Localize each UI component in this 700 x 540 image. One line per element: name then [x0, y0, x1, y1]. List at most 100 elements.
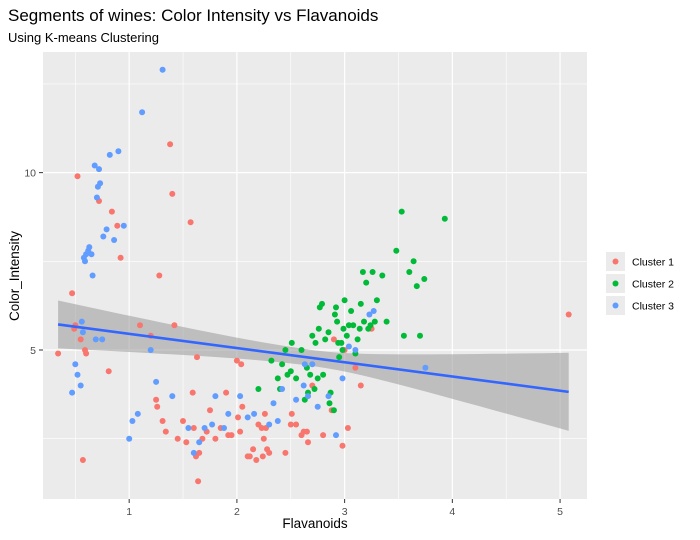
data-point [398, 208, 405, 215]
data-point [228, 432, 235, 439]
y-axis-ticks: 5 10 [24, 168, 43, 357]
data-point [169, 393, 176, 400]
data-point [309, 361, 316, 368]
data-point [357, 382, 364, 389]
data-point [238, 361, 245, 368]
data-point [89, 272, 96, 279]
data-point [115, 148, 122, 155]
data-point [78, 318, 85, 325]
legend-label: Cluster 1 [632, 257, 674, 269]
chart-subtitle: Using K-means Clustering [8, 30, 159, 45]
data-point [266, 421, 273, 428]
data-point [371, 318, 378, 325]
y-axis-title: Color_Intensity [7, 231, 22, 321]
data-point [344, 425, 351, 431]
regression-line [57, 323, 569, 394]
data-point [74, 371, 81, 378]
data-point [410, 258, 417, 265]
data-point [309, 332, 316, 339]
data-point [363, 279, 370, 286]
data-point [441, 215, 448, 222]
data-point [237, 428, 244, 435]
data-point [293, 396, 300, 403]
data-point [314, 375, 321, 382]
data-point [190, 425, 197, 431]
data-point [221, 425, 227, 431]
data-point [246, 453, 253, 460]
data-point [356, 325, 363, 332]
data-point [565, 311, 572, 318]
data-point [379, 272, 386, 279]
data-point [162, 428, 169, 435]
data-point [154, 403, 161, 410]
data-point [341, 297, 348, 304]
data-point [320, 432, 327, 439]
data-point [417, 332, 423, 339]
data-point [187, 219, 194, 226]
data-point [314, 403, 321, 410]
data-point [325, 393, 332, 400]
data-point [361, 318, 367, 325]
data-point [393, 247, 400, 254]
data-point [83, 350, 90, 357]
data-point [261, 410, 268, 417]
data-point [77, 336, 84, 343]
data-point [293, 375, 300, 382]
data-point [260, 435, 267, 442]
data-point [189, 389, 196, 396]
data-point [169, 190, 176, 197]
data-point [183, 439, 190, 446]
data-point [350, 322, 357, 329]
data-point [339, 442, 346, 449]
series-cluster-2 [255, 208, 448, 414]
data-point [311, 386, 318, 392]
data-point [352, 364, 359, 371]
data-point [366, 311, 373, 318]
data-point [270, 400, 277, 407]
data-point [137, 322, 143, 329]
regression-line-path [57, 323, 569, 394]
data-point [156, 272, 163, 279]
data-point [235, 414, 241, 421]
data-point [330, 336, 337, 343]
data-point [185, 425, 192, 431]
data-point [259, 453, 266, 460]
data-point [282, 347, 289, 353]
data-point [159, 66, 166, 73]
data-point [72, 361, 79, 368]
data-point [79, 457, 86, 463]
data-point [320, 371, 327, 378]
data-point [223, 389, 230, 396]
data-point [212, 393, 219, 400]
data-point [331, 311, 338, 318]
data-point [279, 361, 286, 368]
data-point [194, 354, 200, 361]
data-point [367, 322, 374, 329]
legend-key-point [612, 258, 619, 265]
data-point [312, 339, 319, 346]
data-point [322, 336, 329, 343]
data-point [348, 308, 355, 314]
data-point [315, 325, 322, 332]
data-point [117, 254, 124, 261]
data-point [333, 304, 339, 311]
data-point [237, 393, 244, 400]
data-point [274, 375, 281, 382]
data-point [282, 449, 289, 456]
data-point [86, 244, 93, 251]
data-point [233, 357, 240, 364]
data-point [77, 382, 84, 389]
data-point [167, 141, 174, 148]
data-point [159, 418, 166, 424]
data-point [370, 308, 377, 314]
legend-label: Cluster 2 [632, 279, 674, 291]
x-tick-label: 3 [342, 506, 348, 518]
data-point [268, 357, 275, 364]
data-point [333, 432, 339, 439]
chart-title: Segments of wines: Color Intensity vs Fl… [8, 6, 378, 25]
data-point [319, 300, 325, 307]
data-point [139, 109, 146, 116]
data-point [330, 407, 337, 414]
data-point [354, 336, 361, 343]
